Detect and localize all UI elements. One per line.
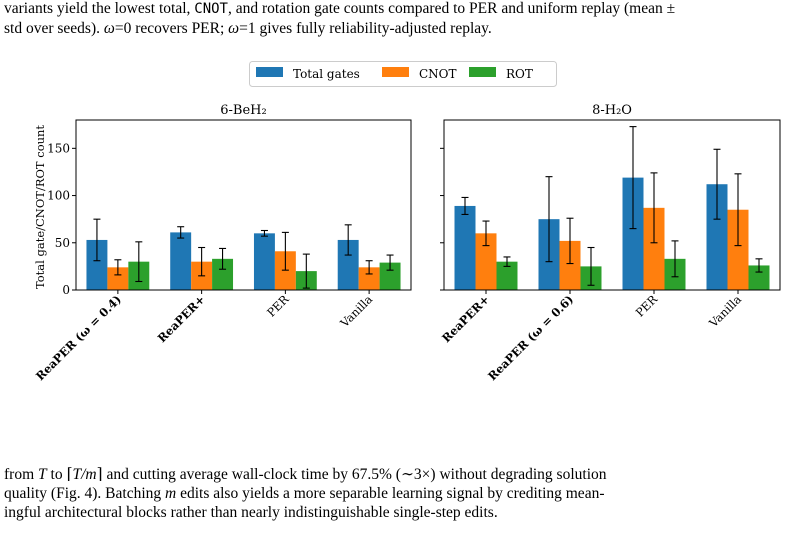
bar-total-gates-4 [706, 184, 728, 290]
bar-rot-4 [379, 262, 401, 290]
plot-frame [443, 119, 781, 291]
bar-rot-2 [212, 258, 234, 290]
xtick-label-reaper-0-4: ReaPER (ω = 0.4) [33, 292, 124, 383]
ytick-label-150: 150 [47, 141, 70, 155]
bar-cnot-4 [358, 267, 380, 290]
errorbar-total-gates-2 [545, 176, 553, 263]
errorbar-cnot-1 [114, 259, 122, 276]
xtick-label-reaper-0-6: ReaPER (ω = 0.6) [485, 292, 576, 383]
errorbar-total-gates-1 [461, 196, 469, 215]
errorbar-total-gates-4 [713, 148, 721, 220]
ytick-label-100: 100 [47, 189, 70, 203]
ytick-label-0: 0 [62, 283, 70, 297]
chart-title: 6-BeH₂ [220, 103, 266, 118]
legend-label-rot: ROT [506, 67, 533, 81]
legend-label-total-gates: Total gates [293, 67, 360, 81]
errorbar-rot-4 [755, 258, 763, 273]
caption-top-line-2: std over seeds). ω=0 recovers PER; ω=1 g… [4, 20, 492, 37]
plot-frame [75, 119, 412, 291]
caption-bottom-line-2: quality (Fig. 4). Batching m edits also … [4, 485, 605, 502]
ytick-label-50: 50 [55, 236, 70, 250]
xtick-label-vanilla: Vanilla [337, 292, 376, 331]
bar-total-gates-1 [86, 239, 108, 290]
legend-swatch-total-gates [256, 67, 283, 77]
errorbar-total-gates-3 [260, 229, 268, 237]
errorbar-rot-1 [135, 241, 143, 283]
errorbar-cnot-2 [198, 246, 206, 277]
errorbar-cnot-3 [650, 172, 658, 244]
bar-total-gates-4 [337, 239, 359, 290]
caption-top-line-1: variants yield the lowest total, CNOT, a… [4, 0, 676, 17]
errorbar-rot-4 [386, 254, 394, 271]
xtick-label-per: PER [633, 292, 661, 320]
chart-panel-2: 8-H₂O ReaPER+ReaPER (ω = 0.6) PER Vanilla [439, 103, 781, 383]
errorbar-rot-2 [587, 246, 595, 286]
legend-swatch-rot [469, 67, 496, 77]
bar-cnot-1 [107, 267, 129, 290]
bar-cnot-2 [559, 240, 581, 290]
legend-swatch-cnot [382, 67, 409, 77]
errorbar-cnot-3 [281, 231, 289, 271]
errorbar-total-gates-3 [629, 126, 637, 230]
xtick-label-vanilla: Vanilla [706, 292, 745, 331]
errorbar-cnot-4 [734, 173, 742, 247]
errorbar-total-gates-1 [93, 218, 101, 262]
errorbar-rot-3 [671, 240, 679, 278]
cnot-code: CNOT [194, 1, 228, 17]
errorbar-total-gates-2 [177, 226, 185, 239]
bar-total-gates-2 [170, 232, 192, 290]
errorbar-rot-2 [219, 247, 227, 270]
errorbar-rot-1 [503, 256, 511, 267]
xtick-label-per: PER [264, 292, 292, 320]
bar-cnot-4 [727, 209, 749, 290]
chart-title: 8-H₂O [592, 103, 632, 118]
bar-total-gates-1 [454, 205, 476, 290]
xtick-label-reaper: ReaPER+ [155, 292, 208, 345]
errorbar-rot-3 [302, 253, 310, 289]
bar-total-gates-3 [622, 177, 644, 290]
caption-bottom: from T to ⌈T/m⌉ and cutting average wall… [4, 465, 800, 522]
errorbar-cnot-4 [365, 260, 373, 275]
caption-bottom-line-3: ingful architectural blocks rather than … [4, 504, 498, 521]
bar-rot-1 [496, 261, 518, 290]
errorbar-total-gates-4 [344, 224, 352, 256]
bar-total-gates-3 [253, 233, 275, 290]
legend-label-cnot: CNOT [419, 67, 457, 81]
caption-bottom-line-1: from T to ⌈T/m⌉ and cutting average wall… [4, 466, 607, 483]
bar-rot-4 [748, 265, 770, 290]
xtick-label-reaper: ReaPER+ [439, 292, 492, 345]
y-axis-label: Total gate/CNOT/ROT count [33, 125, 47, 289]
caption-top: variants yield the lowest total, CNOT, a… [4, 0, 800, 38]
bar-cnot-3 [643, 207, 665, 290]
legend: Total gates CNOT ROT [249, 61, 557, 87]
errorbar-cnot-1 [482, 220, 490, 247]
bar-cnot-1 [475, 233, 497, 290]
errorbar-cnot-2 [566, 217, 574, 265]
